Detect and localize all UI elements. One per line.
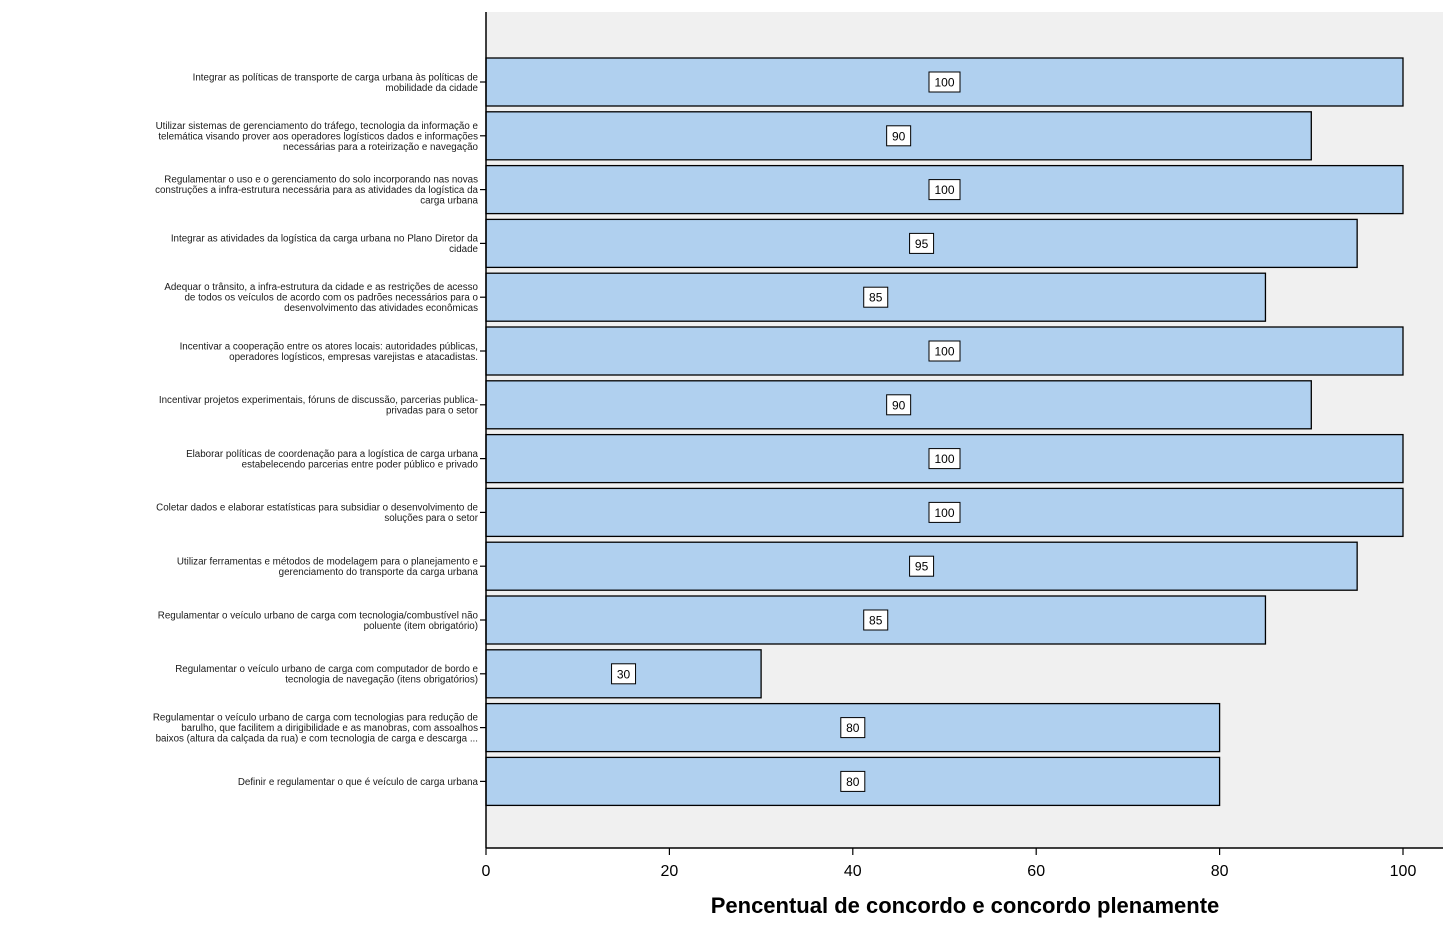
category-label-line: tecnologia de navegação (itens obrigatór… — [285, 675, 478, 686]
data-label-box — [928, 340, 961, 362]
category-label-line: Utilizar sistemas de gerenciamento do tr… — [156, 121, 479, 132]
category-label-line: operadores logísticos, empresas varejist… — [229, 352, 478, 363]
category-label-line: de todos os veículos de acordo com os pa… — [184, 293, 478, 304]
category-label-line: baixos (altura da calçada da rua) e com … — [156, 734, 478, 745]
category-label-line: Regulamentar o uso e o gerenciamento do … — [164, 175, 478, 186]
data-label: 100 — [934, 452, 954, 466]
category-label-line: poluente (item obrigatório) — [364, 621, 478, 632]
data-label-box — [928, 179, 961, 201]
data-label-box — [909, 555, 935, 577]
category-label: Regulamentar o uso e o gerenciamento do … — [155, 175, 478, 207]
bar — [485, 433, 1404, 484]
data-label-box — [886, 125, 912, 147]
data-label: 95 — [915, 560, 929, 574]
data-label: 100 — [934, 183, 954, 197]
category-label: Integrar as atividades da logística da c… — [171, 234, 479, 256]
x-axis-title: Pencentual de concordo e concordo plenam… — [711, 893, 1220, 918]
data-label-box — [840, 770, 866, 792]
data-label: 90 — [892, 398, 906, 412]
category-label: Incentivar a cooperação entre os atores … — [180, 341, 478, 363]
bar-group: 100 90 100 95 85 100 90 100 100 95 85 30 80 80 — [485, 57, 1404, 807]
data-label-box — [928, 501, 961, 523]
category-label-line: Definir e regulamentar o que é veículo d… — [238, 777, 479, 788]
x-tick-label: 80 — [1211, 863, 1229, 880]
category-label: Adequar o trânsito, a infra-estrutura da… — [164, 282, 478, 314]
data-label: 30 — [617, 667, 631, 681]
category-label-line: carga urbana — [420, 196, 478, 207]
category-label-line: desenvolvimento das atividades econômica… — [284, 303, 478, 314]
category-label-line: cidade — [449, 244, 478, 255]
data-label-box — [611, 663, 637, 685]
category-label-line: mobilidade da cidade — [385, 83, 478, 94]
x-tick-label: 40 — [844, 863, 862, 880]
data-label-box — [928, 448, 961, 470]
category-label: Regulamentar o veículo urbano de carga c… — [158, 610, 479, 632]
category-label-line: barulho, que facilitem a dirigibilidade … — [181, 723, 478, 734]
category-label-line: construções a infra-estrutura necessária… — [155, 185, 478, 196]
category-label-line: Regulamentar o veículo urbano de carga c… — [153, 713, 479, 724]
x-tick-label: 60 — [1027, 863, 1045, 880]
category-label-line: Integrar as políticas de transporte de c… — [193, 72, 479, 83]
data-label-box — [886, 394, 912, 416]
category-label-line: privadas para o setor — [386, 406, 479, 417]
x-tick-label: 0 — [482, 863, 491, 880]
x-axis-ticks: 0 20 40 60 80 100 — [482, 848, 1417, 880]
category-label-line: soluções para o setor — [384, 513, 478, 524]
category-label-line: Utilizar ferramentas e métodos de modela… — [177, 556, 479, 567]
category-label: Elaborar políticas de coordenação para a… — [186, 449, 478, 471]
data-label-box — [863, 286, 889, 308]
category-label: Integrar as políticas de transporte de c… — [193, 72, 479, 94]
category-label-line: Adequar o trânsito, a infra-estrutura da… — [164, 282, 478, 293]
category-label-line: telemática visando prover aos operadores… — [158, 131, 478, 142]
data-label-box — [863, 609, 889, 631]
category-labels: Integrar as políticas de transporte de c… — [153, 72, 486, 788]
category-label-line: Incentivar projetos experimentais, fórun… — [159, 395, 478, 406]
category-label-line: gerenciamento do transporte da carga urb… — [279, 567, 479, 578]
data-label-box — [909, 232, 935, 254]
data-label: 85 — [869, 291, 883, 305]
bar — [485, 541, 1358, 591]
category-label-line: Regulamentar o veículo urbano de carga c… — [175, 664, 478, 675]
category-label-line: Incentivar a cooperação entre os atores … — [180, 341, 478, 352]
category-label: Regulamentar o veículo urbano de carga c… — [153, 713, 479, 745]
data-label: 100 — [934, 76, 954, 90]
category-label: Coletar dados e elaborar estatísticas pa… — [156, 503, 479, 525]
category-label-line: Coletar dados e elaborar estatísticas pa… — [156, 503, 478, 514]
category-label-line: Elaborar políticas de coordenação para a… — [186, 449, 478, 460]
data-label-box — [840, 717, 866, 739]
data-label: 80 — [846, 721, 860, 735]
category-label-line: Integrar as atividades da logística da c… — [171, 234, 479, 245]
category-label-line: estabelecendo parcerias entre poder públ… — [242, 459, 479, 470]
category-label: Utilizar ferramentas e métodos de modela… — [177, 556, 479, 578]
x-tick-label: 20 — [661, 863, 679, 880]
x-tick-label: 100 — [1390, 863, 1417, 880]
category-label: Definir e regulamentar o que é veículo d… — [238, 777, 479, 788]
data-label: 90 — [892, 129, 906, 143]
category-label: Incentivar projetos experimentais, fórun… — [159, 395, 479, 417]
data-label: 85 — [869, 614, 883, 628]
category-label: Regulamentar o veículo urbano de carga c… — [175, 664, 478, 686]
category-label: Utilizar sistemas de gerenciamento do tr… — [156, 121, 479, 153]
data-label: 100 — [934, 345, 954, 359]
data-label-box — [928, 71, 961, 93]
data-label: 100 — [934, 506, 954, 520]
data-label: 80 — [846, 775, 860, 789]
category-label-line: necessárias para a roteirização e navega… — [283, 142, 479, 153]
data-label: 95 — [915, 237, 929, 251]
category-label-line: Regulamentar o veículo urbano de carga c… — [158, 610, 479, 621]
